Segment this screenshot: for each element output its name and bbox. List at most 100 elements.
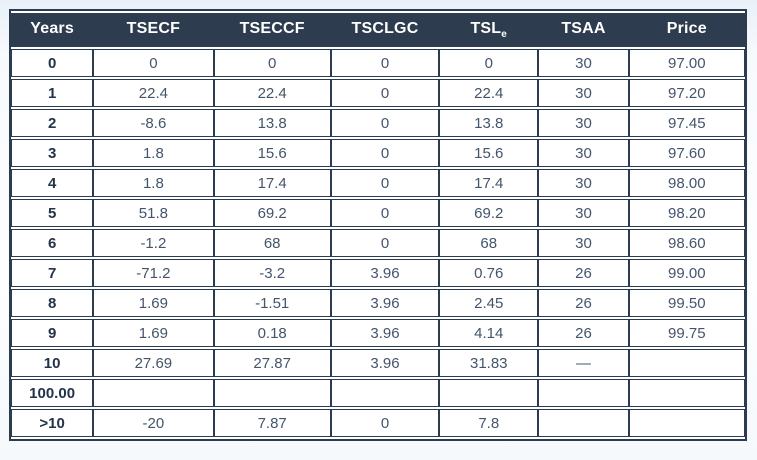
value-cell: 68 bbox=[213, 229, 331, 257]
value-cell: 30 bbox=[538, 79, 629, 107]
value-cell: -1.51 bbox=[213, 289, 331, 317]
table-row: 8 1.69 -1.51 3.96 2.45 26 99.50 bbox=[11, 289, 745, 317]
column-header-label: TSCLGC bbox=[351, 19, 419, 37]
column-header-price: Price bbox=[628, 13, 745, 47]
year-cell: 9 bbox=[11, 319, 94, 347]
value-cell: 2.45 bbox=[439, 289, 539, 317]
value-cell: 15.6 bbox=[213, 139, 331, 167]
table-row: 6 -1.2 68 0 68 30 98.60 bbox=[11, 229, 745, 257]
year-cell: 4 bbox=[11, 169, 94, 197]
value-cell bbox=[439, 379, 539, 407]
value-cell: 31.83 bbox=[439, 349, 539, 377]
value-cell: -20 bbox=[93, 409, 214, 437]
value-cell bbox=[628, 409, 745, 437]
value-cell: 30 bbox=[538, 49, 629, 77]
cash-flow-table-container: Years TSECF TSECCF TSCLGC TSLe TSAA Pric… bbox=[9, 9, 747, 441]
table-row: 0 0 0 0 0 30 97.00 bbox=[11, 49, 745, 77]
value-cell: 97.00 bbox=[628, 49, 745, 77]
value-cell: 1.8 bbox=[93, 169, 214, 197]
value-cell: 7.87 bbox=[213, 409, 331, 437]
table-row: 5 51.8 69.2 0 69.2 30 98.20 bbox=[11, 199, 745, 227]
value-cell: 22.4 bbox=[213, 79, 331, 107]
value-cell: 15.6 bbox=[439, 139, 539, 167]
column-header-tsl-e: TSLe bbox=[439, 13, 539, 47]
value-cell: 22.4 bbox=[439, 79, 539, 107]
value-cell: -8.6 bbox=[93, 109, 214, 137]
value-cell: 3.96 bbox=[330, 349, 440, 377]
value-cell: 0 bbox=[330, 199, 440, 227]
value-cell: 0 bbox=[330, 79, 440, 107]
value-cell: 22.4 bbox=[93, 79, 214, 107]
table-row: 10 27.69 27.87 3.96 31.83— bbox=[11, 349, 745, 377]
column-header-years: Years bbox=[11, 13, 94, 47]
year-cell: 10 bbox=[11, 349, 94, 377]
value-cell: 0 bbox=[330, 169, 440, 197]
value-cell bbox=[330, 379, 440, 407]
value-cell: 3.96 bbox=[330, 259, 440, 287]
value-cell: 0 bbox=[330, 409, 440, 437]
value-cell: 99.75 bbox=[628, 319, 745, 347]
value-cell: 0.76 bbox=[439, 259, 539, 287]
year-cell: 6 bbox=[11, 229, 94, 257]
column-header-label: TSECF bbox=[126, 19, 181, 37]
table-row: 100.00 bbox=[11, 379, 745, 407]
value-cell: -1.2 bbox=[93, 229, 214, 257]
value-cell: 30 bbox=[538, 169, 629, 197]
value-cell: 99.00 bbox=[628, 259, 745, 287]
value-cell: 13.8 bbox=[439, 109, 539, 137]
column-header-tsaa: TSAA bbox=[538, 13, 629, 47]
column-header-label: TSL bbox=[470, 19, 502, 37]
column-header-tsecf: TSECF bbox=[93, 13, 214, 47]
value-cell: 27.87 bbox=[213, 349, 331, 377]
value-cell: 1.8 bbox=[93, 139, 214, 167]
value-cell: — bbox=[538, 349, 629, 377]
year-cell: 3 bbox=[11, 139, 94, 167]
value-cell: -71.2 bbox=[93, 259, 214, 287]
value-cell bbox=[538, 379, 629, 407]
value-cell bbox=[538, 409, 629, 437]
table-body: 0 0 0 0 0 30 97.00 1 22.4 22.4 0 22.4 30 97.20 2 -8.6 13… bbox=[11, 49, 745, 437]
value-cell: 97.60 bbox=[628, 139, 745, 167]
value-cell: 30 bbox=[538, 139, 629, 167]
value-cell: 98.00 bbox=[628, 169, 745, 197]
value-cell: 26 bbox=[538, 289, 629, 317]
table-row: 2 -8.6 13.8 0 13.8 30 97.45 bbox=[11, 109, 745, 137]
value-cell bbox=[628, 349, 745, 377]
value-cell bbox=[93, 379, 214, 407]
cash-flow-table: Years TSECF TSECCF TSCLGC TSLe TSAA Pric… bbox=[9, 9, 747, 441]
value-cell: 1.69 bbox=[93, 289, 214, 317]
year-cell: 100.00 bbox=[11, 379, 94, 407]
value-cell: 30 bbox=[538, 199, 629, 227]
value-cell: 0 bbox=[330, 109, 440, 137]
table-row: 4 1.8 17.4 0 17.4 30 98.00 bbox=[11, 169, 745, 197]
value-cell: 0 bbox=[213, 49, 331, 77]
table-header: Years TSECF TSECCF TSCLGC TSLe TSAA Pric… bbox=[11, 13, 745, 47]
value-cell: 1.69 bbox=[93, 319, 214, 347]
value-cell: 3.96 bbox=[330, 289, 440, 317]
year-cell: 5 bbox=[11, 199, 94, 227]
value-cell: 0 bbox=[93, 49, 214, 77]
table-row: 7 -71.2 -3.2 3.96 0.76 26 99.00 bbox=[11, 259, 745, 287]
column-header-subscript: e bbox=[501, 29, 508, 41]
value-cell: 0 bbox=[330, 229, 440, 257]
value-cell bbox=[628, 379, 745, 407]
column-header-label: Price bbox=[666, 19, 707, 37]
value-cell: 30 bbox=[538, 229, 629, 257]
value-cell: 69.2 bbox=[439, 199, 539, 227]
value-cell: 27.69 bbox=[93, 349, 214, 377]
value-cell: 0 bbox=[330, 139, 440, 167]
year-cell: >10 bbox=[11, 409, 94, 437]
value-cell bbox=[213, 379, 331, 407]
table-row: 3 1.8 15.6 0 15.6 30 97.60 bbox=[11, 139, 745, 167]
value-cell: 98.20 bbox=[628, 199, 745, 227]
value-cell: 68 bbox=[439, 229, 539, 257]
table-row: >10 -20 7.87 0 7.8 bbox=[11, 409, 745, 437]
value-cell: -3.2 bbox=[213, 259, 331, 287]
year-cell: 7 bbox=[11, 259, 94, 287]
table-row: 1 22.4 22.4 0 22.4 30 97.20 bbox=[11, 79, 745, 107]
header-row: Years TSECF TSECCF TSCLGC TSLe TSAA Pric… bbox=[11, 13, 745, 47]
column-header-label: Years bbox=[30, 19, 74, 37]
value-cell: 99.50 bbox=[628, 289, 745, 317]
value-cell: 30 bbox=[538, 109, 629, 137]
column-header-tseccf: TSECCF bbox=[213, 13, 331, 47]
